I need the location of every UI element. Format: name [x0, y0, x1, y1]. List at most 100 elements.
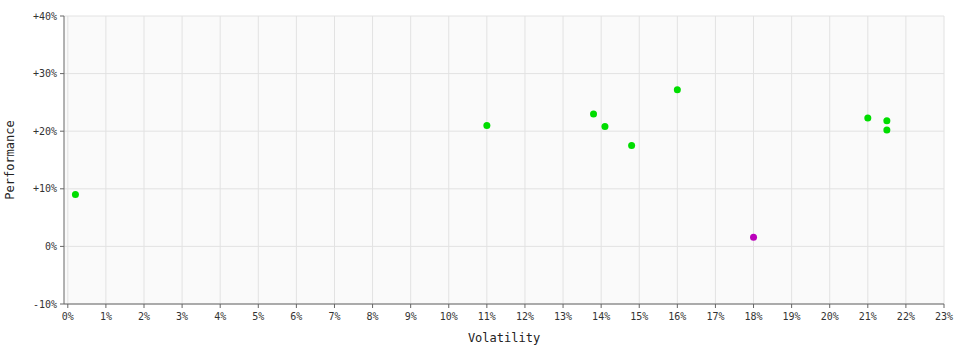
point [590, 110, 597, 117]
x-grid-line [753, 16, 754, 304]
x-tick [105, 304, 106, 308]
x-tick-label: 0% [62, 311, 74, 322]
x-tick-label: 23% [935, 311, 953, 322]
x-tick-label: 8% [367, 311, 379, 322]
x-grid-line [182, 16, 183, 304]
x-grid-line [448, 16, 449, 304]
point [601, 123, 608, 130]
x-axis-line [64, 304, 944, 305]
y-tick [60, 188, 64, 189]
x-grid-line [601, 16, 602, 304]
y-grid-line [64, 188, 944, 189]
x-tick-label: 22% [897, 311, 915, 322]
point [883, 117, 890, 124]
x-tick-label: 9% [405, 311, 417, 322]
x-grid-line [791, 16, 792, 304]
y-tick [60, 73, 64, 74]
x-grid-line [410, 16, 411, 304]
y-tick [60, 304, 64, 305]
x-tick [258, 304, 259, 308]
x-tick [182, 304, 183, 308]
x-grid-line [677, 16, 678, 304]
y-tick [60, 16, 64, 17]
x-tick-label: 7% [328, 311, 340, 322]
x-tick-label: 16% [668, 311, 686, 322]
x-grid-line [715, 16, 716, 304]
x-grid-line [905, 16, 906, 304]
x-tick [639, 304, 640, 308]
x-tick [944, 304, 945, 308]
x-tick-label: 20% [821, 311, 839, 322]
x-tick [753, 304, 754, 308]
x-grid-line [639, 16, 640, 304]
x-axis-label: Volatility [468, 331, 540, 345]
x-tick [486, 304, 487, 308]
x-tick [296, 304, 297, 308]
x-tick-label: 4% [214, 311, 226, 322]
x-tick-label: 21% [859, 311, 877, 322]
y-tick-label: +10% [33, 183, 57, 194]
x-grid-line [144, 16, 145, 304]
y-axis-line [64, 16, 65, 304]
point [72, 191, 79, 198]
x-tick-label: 6% [290, 311, 302, 322]
x-grid-line [296, 16, 297, 304]
y-grid-line [64, 73, 944, 74]
x-tick-label: 14% [592, 311, 610, 322]
x-grid-line [829, 16, 830, 304]
x-tick-label: 3% [176, 311, 188, 322]
x-tick [372, 304, 373, 308]
y-tick-label: 0% [45, 241, 57, 252]
x-tick-label: 1% [100, 311, 112, 322]
x-tick-label: 11% [478, 311, 496, 322]
y-tick-label: -10% [33, 299, 57, 310]
y-grid-line [64, 16, 944, 17]
plot-background [64, 16, 944, 304]
y-tick-label: +40% [33, 11, 57, 22]
x-grid-line [372, 16, 373, 304]
grid [64, 16, 944, 304]
x-tick [867, 304, 868, 308]
x-tick-label: 17% [706, 311, 724, 322]
x-grid-line [486, 16, 487, 304]
y-tick [60, 131, 64, 132]
y-grid-line [64, 246, 944, 247]
x-tick [905, 304, 906, 308]
x-tick [677, 304, 678, 308]
y-axis-label: Performance [3, 120, 17, 199]
x-tick [563, 304, 564, 308]
x-grid-line [220, 16, 221, 304]
x-tick-label: 12% [516, 311, 534, 322]
axes: 0%1%2%3%4%5%6%7%8%9%10%11%12%13%14%15%16… [33, 11, 953, 323]
x-grid-line [105, 16, 106, 304]
x-tick-label: 10% [440, 311, 458, 322]
x-tick-label: 2% [138, 311, 150, 322]
x-tick [829, 304, 830, 308]
x-tick-label: 13% [554, 311, 572, 322]
y-tick-label: +30% [33, 68, 57, 79]
point [864, 114, 871, 121]
x-grid-line [334, 16, 335, 304]
x-tick-label: 19% [783, 311, 801, 322]
x-tick [791, 304, 792, 308]
point [628, 142, 635, 149]
x-grid-line [524, 16, 525, 304]
x-tick [67, 304, 68, 308]
x-tick-label: 5% [252, 311, 264, 322]
y-grid-line [64, 304, 944, 305]
x-tick [524, 304, 525, 308]
x-tick [410, 304, 411, 308]
x-grid-line [944, 16, 945, 304]
x-tick [601, 304, 602, 308]
x-tick [334, 304, 335, 308]
y-tick-label: +20% [33, 126, 57, 137]
point [483, 122, 490, 129]
points [72, 86, 890, 240]
chart-container: 0%1%2%3%4%5%6%7%8%9%10%11%12%13%14%15%16… [0, 0, 966, 350]
x-grid-line [563, 16, 564, 304]
x-grid-line [867, 16, 868, 304]
x-tick [715, 304, 716, 308]
point [883, 127, 890, 134]
y-tick [60, 246, 64, 247]
chart: 0%1%2%3%4%5%6%7%8%9%10%11%12%13%14%15%16… [0, 0, 966, 350]
